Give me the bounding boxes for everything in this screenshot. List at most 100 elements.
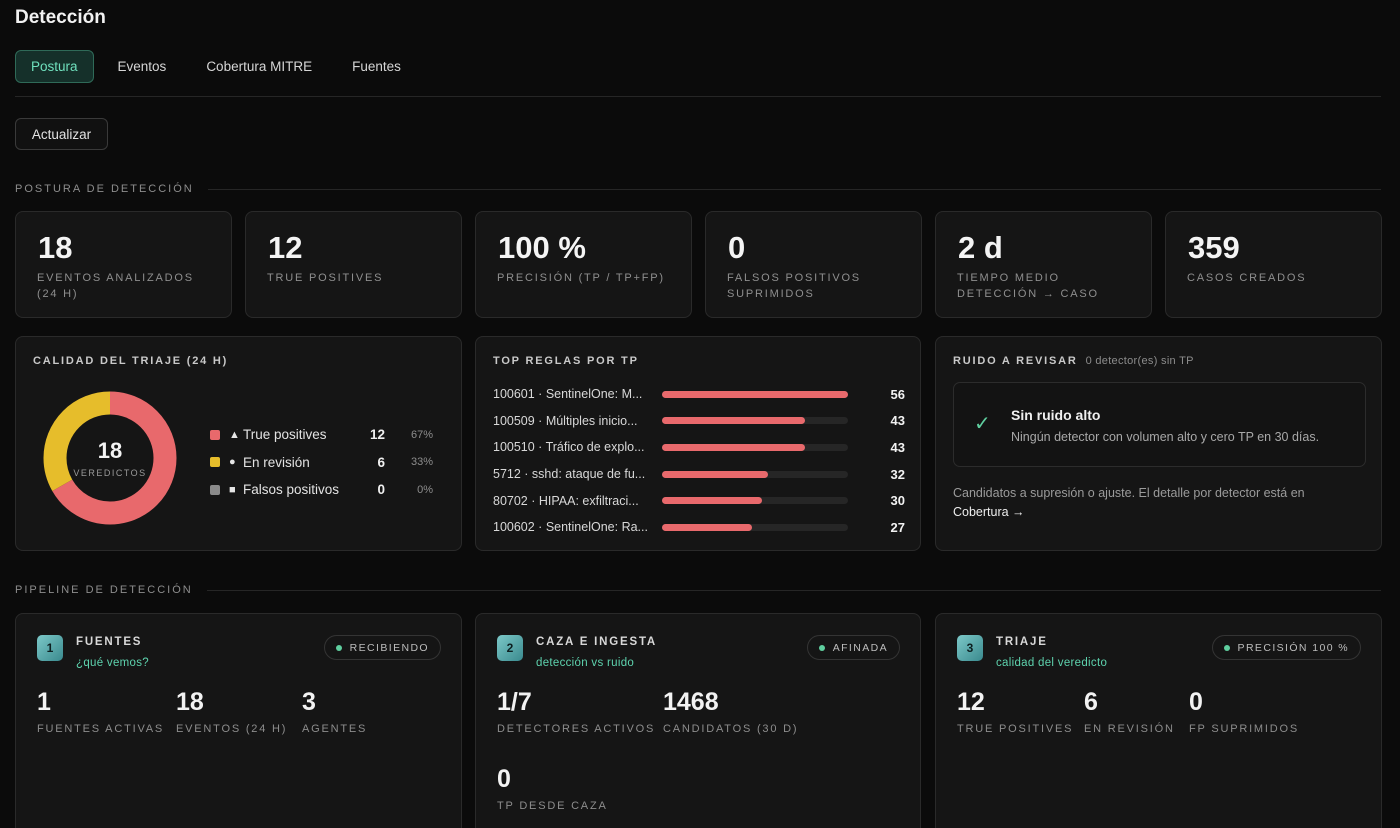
status-label: PRECISIÓN 100 % — [1237, 641, 1349, 654]
kpi-card-cases: 359 CASOS CREADOS — [1165, 211, 1382, 318]
refresh-button[interactable]: Actualizar — [15, 118, 108, 150]
stage-subtitle: calidad del veredicto — [996, 657, 1108, 669]
kpi-card-precision: 100 % PRECISIÓN (TP / TP+FP) — [475, 211, 692, 318]
section-header-pipeline: PIPELINE DE DETECCIÓN — [15, 584, 1381, 596]
notice-text: Ningún detector con volumen alto y cero … — [1011, 430, 1320, 444]
tab-postura[interactable]: Postura — [15, 50, 94, 83]
donut-svg — [43, 391, 177, 525]
rule-row[interactable]: 5712 · sshd: ataque de fu... 32 — [493, 461, 909, 488]
status-badge: RECIBIENDO — [323, 635, 441, 660]
rule-bar-track — [662, 443, 848, 451]
rule-bar-fill — [662, 390, 848, 398]
tab-cobertura-mitre[interactable]: Cobertura MITRE — [206, 59, 313, 74]
rule-row[interactable]: 80702 · HIPAA: exfiltraci... 30 — [493, 487, 909, 514]
status-label: AFINADA — [832, 641, 888, 654]
legend-swatch — [210, 484, 220, 495]
metric-value: 1468 — [663, 688, 719, 716]
rule-bar-fill — [662, 497, 762, 505]
stage-metric: 0 TP DESDE CAZA — [497, 765, 608, 812]
rule-bar-track — [662, 497, 848, 505]
no-noise-notice: ✓ Sin ruido alto Ningún detector con vol… — [953, 382, 1366, 467]
kpi-label: FALSOS POSITIVOS SUPRIMIDOS — [727, 272, 861, 300]
stage-subtitle: detección vs ruido — [536, 657, 635, 669]
rule-row[interactable]: 100602 · SentinelOne: Ra... 27 — [493, 514, 909, 541]
metric-value: 1/7 — [497, 688, 532, 716]
metric-value: 0 — [1189, 688, 1203, 716]
tab-bar: Postura Eventos Cobertura MITRE Fuentes — [15, 50, 425, 83]
rule-bar-fill — [662, 417, 805, 425]
stage-title: FUENTES — [76, 636, 143, 648]
legend-name: Falsos positivos — [243, 482, 340, 498]
top-rules-panel: TOP REGLAS POR TP 100601 · SentinelOne: … — [475, 336, 921, 551]
legend-item-false-positives: ■ Falsos positivos 0 0% — [210, 476, 433, 504]
stage-metric: 12 TRUE POSITIVES — [957, 688, 1073, 735]
section-title: POSTURA DE DETECCIÓN — [15, 183, 194, 195]
square-icon: ■ — [229, 483, 236, 496]
tab-fuentes[interactable]: Fuentes — [352, 59, 401, 74]
rule-count: 30 — [890, 493, 905, 509]
metric-label: TP DESDE CAZA — [497, 800, 608, 812]
noise-title: RUIDO A REVISAR — [953, 355, 1078, 367]
status-dot-icon — [1223, 644, 1230, 651]
rules-list: 100601 · SentinelOne: M... 56 100509 · M… — [493, 381, 909, 541]
metric-value: 3 — [302, 688, 316, 716]
metric-label: TRUE POSITIVES — [957, 723, 1074, 735]
kpi-label: TRUE POSITIVES — [267, 272, 384, 284]
kpi-card-events: 18 EVENTOS ANALIZADOS (24 H) — [15, 211, 232, 318]
metric-label: FP SUPRIMIDOS — [1189, 723, 1299, 735]
notice-title: Sin ruido alto — [1011, 407, 1101, 423]
stage-metric: 0 FP SUPRIMIDOS — [1189, 688, 1299, 735]
legend-percent: 0% — [417, 483, 433, 496]
metric-value: 0 — [497, 765, 511, 793]
status-badge: PRECISIÓN 100 % — [1211, 635, 1361, 660]
legend-count: 12 — [369, 427, 385, 443]
kpi-label: TIEMPO MEDIO DETECCIÓN → CASO — [957, 272, 1099, 300]
stage-metric: 1468 CANDIDATOS (30 D) — [663, 688, 798, 735]
pipeline-stage-caza-ingesta: 2 CAZA E INGESTA detección vs ruido AFIN… — [475, 613, 921, 828]
rule-name: 100602 · SentinelOne: Ra... — [493, 520, 648, 535]
metric-value: 6 — [1084, 688, 1098, 716]
rule-name: 100601 · SentinelOne: M... — [493, 387, 643, 402]
kpi-value: 2 d — [958, 230, 1003, 265]
metric-label: EN REVISIÓN — [1084, 723, 1175, 735]
rule-row[interactable]: 100509 · Múltiples inicio... 43 — [493, 408, 909, 435]
stage-metric: 1/7 DETECTORES ACTIVOS — [497, 688, 655, 735]
status-dot-icon — [818, 644, 825, 651]
donut-legend: ▲ True positives 12 67% ● En revisión 6 … — [210, 421, 433, 504]
pipeline-stage-triaje: 3 TRIAJE calidad del veredicto PRECISIÓN… — [935, 613, 1382, 828]
rule-bar-fill — [662, 470, 769, 478]
rule-bar-track — [662, 470, 848, 478]
rule-name: 100510 · Tráfico de explo... — [493, 440, 645, 455]
kpi-card-mean-time: 2 d TIEMPO MEDIO DETECCIÓN → CASO — [935, 211, 1152, 318]
rule-name: 80702 · HIPAA: exfiltraci... — [493, 493, 639, 508]
metric-label: EVENTOS (24 H) — [176, 723, 288, 735]
panel-title: CALIDAD DEL TRIAJE (24 H) — [33, 355, 229, 367]
legend-count: 0 — [377, 482, 385, 498]
tabs-divider — [15, 96, 1381, 97]
tab-eventos[interactable]: Eventos — [117, 59, 167, 74]
noise-footer: Candidatos a supresión o ajuste. El deta… — [953, 484, 1373, 522]
rule-row[interactable]: 100510 · Tráfico de explo... 43 — [493, 434, 909, 461]
rule-bar-track — [662, 523, 848, 531]
rule-count: 43 — [890, 439, 905, 455]
stage-metric: 18 EVENTOS (24 H) — [176, 688, 287, 735]
donut-total: 18 — [97, 438, 123, 463]
legend-percent: 67% — [410, 428, 433, 441]
noise-review-panel: RUIDO A REVISAR 0 detector(es) sin TP ✓ S… — [935, 336, 1382, 551]
coverage-link[interactable]: Cobertura → — [953, 505, 1025, 519]
metric-value: 12 — [957, 688, 985, 716]
rule-bar-track — [662, 390, 848, 398]
status-label: RECIBIENDO — [349, 641, 429, 654]
stage-number-badge: 1 — [37, 635, 63, 661]
legend-percent: 33% — [410, 456, 433, 469]
rule-row[interactable]: 100601 · SentinelOne: M... 56 — [493, 381, 909, 408]
rule-bar-fill — [662, 523, 752, 531]
rule-count: 43 — [890, 413, 905, 429]
kpi-label: CASOS CREADOS — [1187, 272, 1307, 284]
metric-value: 1 — [37, 688, 51, 716]
noise-footer-text: Candidatos a supresión o ajuste. El deta… — [953, 486, 1305, 500]
kpi-value: 0 — [728, 230, 746, 265]
donut-center: 18 VEREDICTOS — [40, 388, 180, 528]
metric-value: 18 — [176, 688, 204, 716]
metric-label: CANDIDATOS (30 D) — [663, 723, 799, 735]
